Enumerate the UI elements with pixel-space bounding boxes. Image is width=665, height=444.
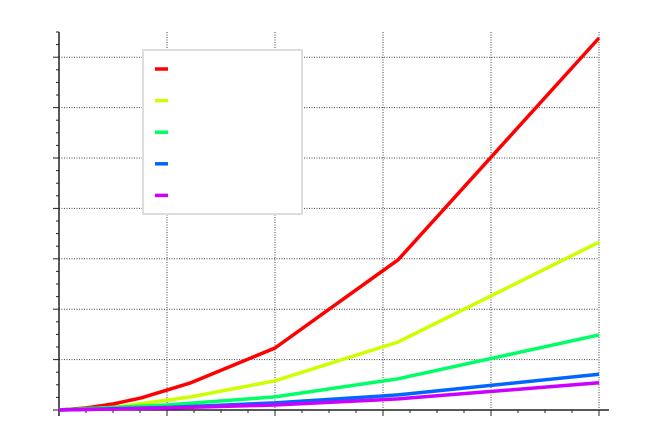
legend-box [142, 49, 303, 215]
legend [142, 49, 303, 215]
series-line-5 [58, 381, 600, 412]
series-lines [58, 36, 601, 412]
series-line-2 [58, 240, 600, 412]
axes [53, 31, 609, 416]
